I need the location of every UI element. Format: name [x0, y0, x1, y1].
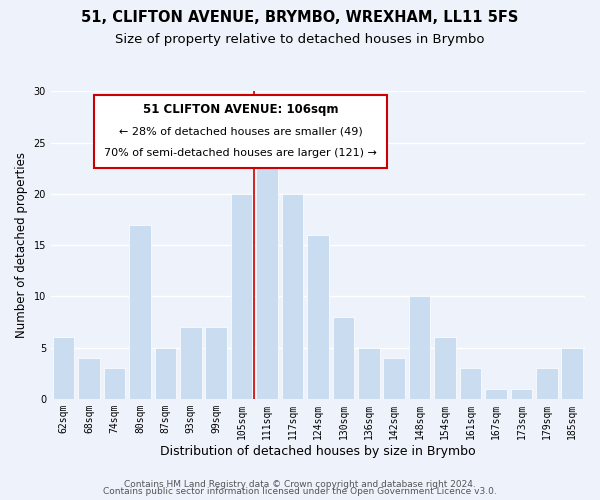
Bar [358, 348, 380, 399]
Bar [485, 388, 507, 399]
Bar [409, 296, 430, 399]
Text: Size of property relative to detached houses in Brymbo: Size of property relative to detached ho… [115, 32, 485, 46]
Bar [282, 194, 304, 399]
Bar [129, 224, 151, 399]
X-axis label: Distribution of detached houses by size in Brymbo: Distribution of detached houses by size … [160, 444, 476, 458]
Text: Contains HM Land Registry data © Crown copyright and database right 2024.: Contains HM Land Registry data © Crown c… [124, 480, 476, 489]
Bar [383, 358, 405, 399]
Bar [460, 368, 481, 399]
Bar [562, 348, 583, 399]
Text: Contains public sector information licensed under the Open Government Licence v3: Contains public sector information licen… [103, 487, 497, 496]
Bar [434, 338, 456, 399]
Bar [256, 153, 278, 399]
Text: 70% of semi-detached houses are larger (121) →: 70% of semi-detached houses are larger (… [104, 148, 377, 158]
Y-axis label: Number of detached properties: Number of detached properties [15, 152, 28, 338]
Text: 51 CLIFTON AVENUE: 106sqm: 51 CLIFTON AVENUE: 106sqm [143, 104, 338, 117]
Bar [511, 388, 532, 399]
Bar [205, 327, 227, 399]
Text: ← 28% of detached houses are smaller (49): ← 28% of detached houses are smaller (49… [119, 126, 362, 136]
Bar [180, 327, 202, 399]
Bar [78, 358, 100, 399]
Bar [332, 317, 354, 399]
Bar [536, 368, 557, 399]
Bar [307, 235, 329, 399]
Bar [53, 338, 74, 399]
Bar [155, 348, 176, 399]
Bar [104, 368, 125, 399]
Bar [231, 194, 253, 399]
FancyBboxPatch shape [94, 94, 388, 168]
Text: 51, CLIFTON AVENUE, BRYMBO, WREXHAM, LL11 5FS: 51, CLIFTON AVENUE, BRYMBO, WREXHAM, LL1… [82, 10, 518, 25]
